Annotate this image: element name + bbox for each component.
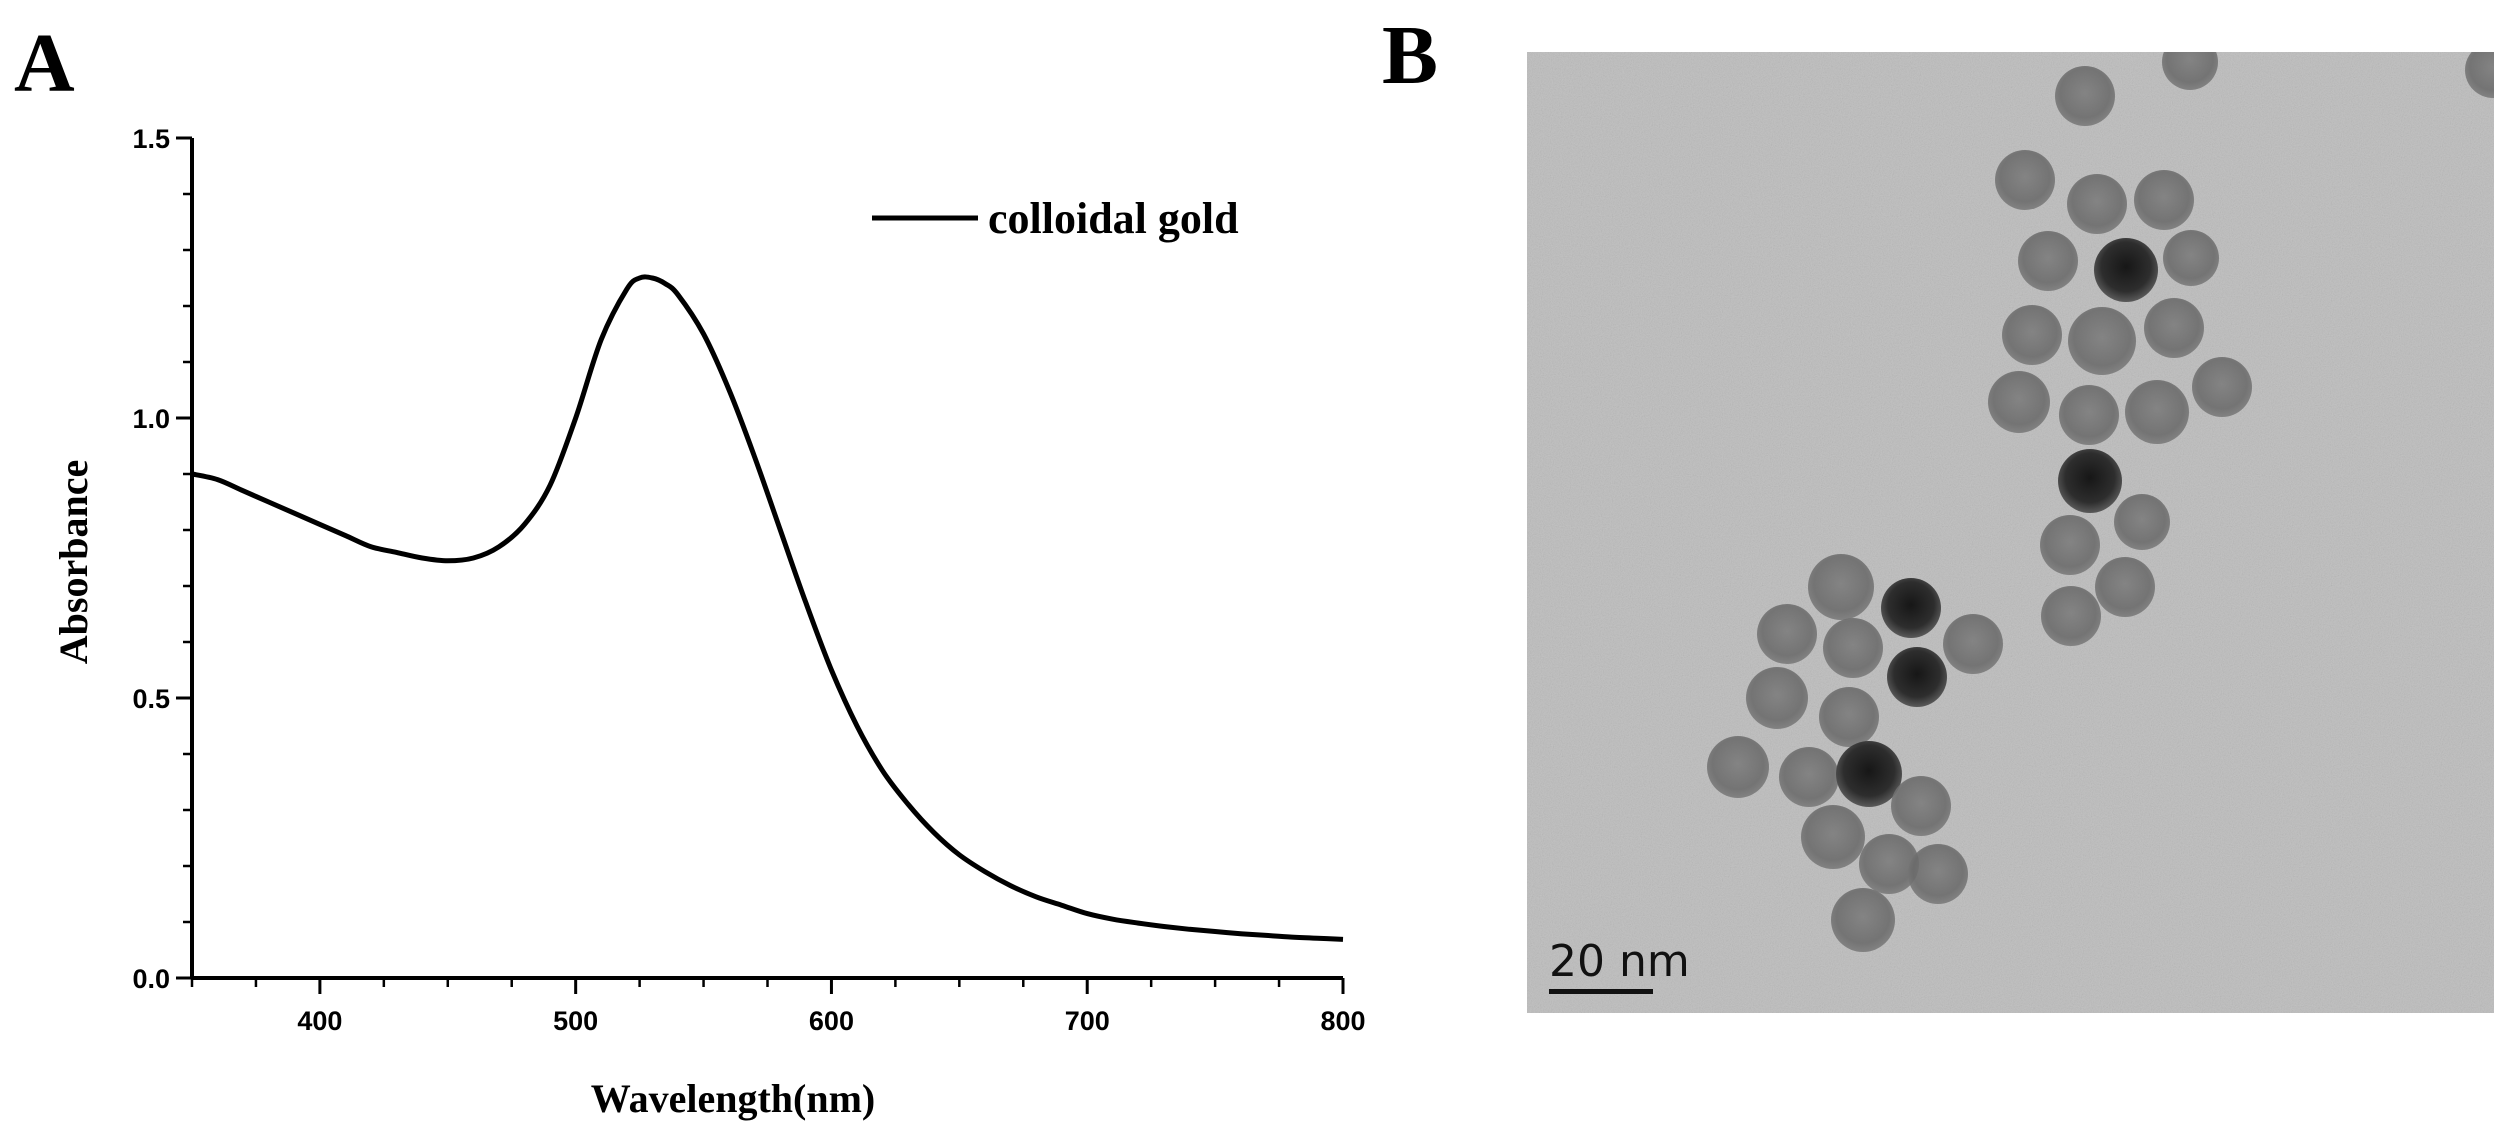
dark-nanoparticle bbox=[1881, 578, 1941, 638]
x-tick-label: 700 bbox=[1065, 1006, 1110, 1036]
nanoparticle bbox=[2465, 52, 2494, 98]
y-axis-title: Absorbance bbox=[51, 460, 96, 664]
nanoparticle bbox=[2059, 385, 2119, 445]
nanoparticle bbox=[1943, 614, 2003, 674]
panel-label-b: B bbox=[1382, 9, 1439, 102]
nanoparticle bbox=[2125, 380, 2189, 444]
nanoparticle bbox=[1746, 667, 1808, 729]
nanoparticle bbox=[1808, 554, 1874, 620]
nanoparticle bbox=[2068, 307, 2136, 375]
panel-label-a: A bbox=[14, 17, 75, 110]
nanoparticle bbox=[1859, 834, 1919, 894]
nanoparticle bbox=[2002, 305, 2062, 365]
chart-axes bbox=[190, 138, 1343, 980]
nanoparticle bbox=[1707, 736, 1769, 798]
nanoparticle bbox=[2040, 515, 2100, 575]
x-tick-label: 400 bbox=[297, 1006, 342, 1036]
nanoparticle-cluster bbox=[1707, 52, 2494, 952]
series-line-colloidal-gold bbox=[191, 274, 1344, 942]
legend-entry-colloidal-gold: colloidal gold bbox=[988, 194, 1239, 243]
nanoparticle bbox=[2095, 557, 2155, 617]
absorbance-chart: 400 500 600 700 800 0.0 0.5 1.0 1.5 colloidal go… bbox=[51, 124, 1366, 1121]
y-tick-label: 0.5 bbox=[132, 684, 170, 714]
scale-bar-label: 20 nm bbox=[1549, 936, 1690, 987]
y-tick-label: 0.0 bbox=[132, 964, 170, 994]
nanoparticle bbox=[2041, 586, 2101, 646]
nanoparticle bbox=[2067, 174, 2127, 234]
nanoparticle bbox=[2018, 231, 2078, 291]
nanoparticle bbox=[1831, 888, 1895, 952]
nanoparticle bbox=[1819, 687, 1879, 747]
nanoparticle bbox=[1801, 805, 1865, 869]
x-axis-title: Wavelength(nm) bbox=[591, 1076, 875, 1121]
nanoparticle bbox=[1779, 747, 1839, 807]
nanoparticle bbox=[2162, 52, 2218, 90]
nanoparticle bbox=[2134, 170, 2194, 230]
x-tick-label: 600 bbox=[809, 1006, 854, 1036]
nanoparticle bbox=[2114, 494, 2170, 550]
nanoparticle bbox=[2055, 66, 2115, 126]
chart-legend: colloidal gold bbox=[872, 194, 1239, 243]
scale-bar-line bbox=[1549, 989, 1653, 994]
chart-ticks: 400 500 600 700 800 0.0 0.5 1.0 1.5 bbox=[132, 124, 1365, 1036]
dark-nanoparticle bbox=[1887, 647, 1947, 707]
scale-bar: 20 nm bbox=[1549, 936, 1690, 994]
nanoparticle bbox=[1757, 604, 1817, 664]
x-tick-label: 500 bbox=[553, 1006, 598, 1036]
nanoparticle bbox=[1891, 776, 1951, 836]
nanoparticle bbox=[1823, 618, 1883, 678]
chart-series bbox=[191, 274, 1344, 942]
nanoparticle bbox=[1908, 844, 1968, 904]
x-tick-label: 800 bbox=[1320, 1006, 1365, 1036]
nanoparticle bbox=[1988, 371, 2050, 433]
dark-nanoparticle bbox=[2058, 449, 2122, 513]
nanoparticle bbox=[1995, 150, 2055, 210]
nanoparticle bbox=[2192, 357, 2252, 417]
tem-background bbox=[1527, 52, 2494, 1013]
nanoparticle bbox=[2144, 298, 2204, 358]
tem-micrograph: 20 nm bbox=[1527, 52, 2494, 1013]
dark-nanoparticle bbox=[2094, 238, 2158, 302]
y-tick-label: 1.5 bbox=[132, 124, 170, 154]
dark-nanoparticle bbox=[1836, 741, 1902, 807]
nanoparticle bbox=[2163, 230, 2219, 286]
y-tick-label: 1.0 bbox=[132, 404, 170, 434]
